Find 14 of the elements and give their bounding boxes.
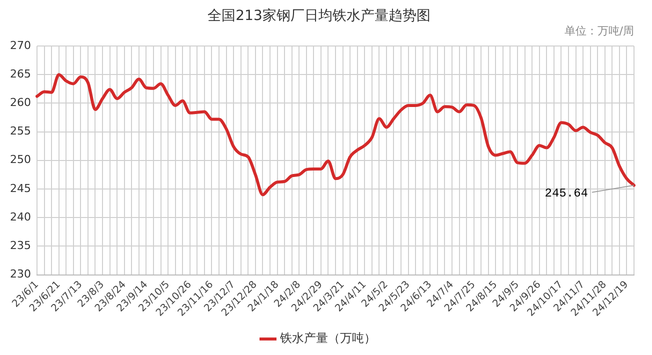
y-tick-label: 270	[10, 38, 31, 52]
y-tick-label: 240	[10, 210, 31, 224]
y-tick-label: 230	[10, 268, 31, 281]
y-tick-label: 260	[10, 96, 31, 110]
chart-title: 全国213家钢厂日均铁水产量趋势图	[208, 8, 430, 24]
y-tick-label: 245	[10, 182, 31, 195]
line-series	[35, 73, 636, 196]
y-tick-label: 250	[10, 153, 31, 166]
text: 245.64	[544, 186, 588, 200]
y-tick-label: 265	[10, 67, 31, 80]
chart-subtitle: 单位：万吨/周	[564, 24, 634, 38]
legend-label: 铁水产量（万吨）	[279, 331, 376, 346]
y-tick-label: 255	[10, 124, 31, 138]
y-tick-label: 235	[10, 239, 31, 252]
